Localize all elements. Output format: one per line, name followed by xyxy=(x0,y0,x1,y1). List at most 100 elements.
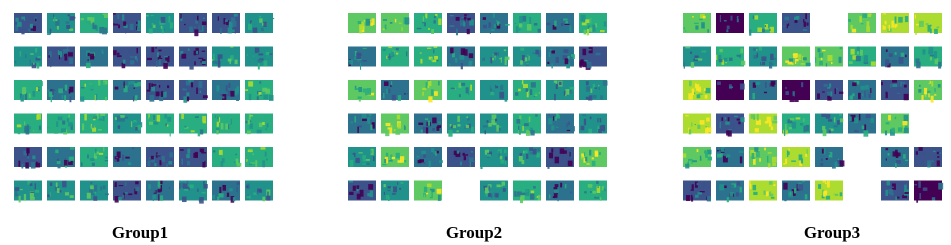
feature-map xyxy=(782,180,810,202)
feature-map xyxy=(914,147,942,168)
feature-map xyxy=(113,147,141,167)
feature-map xyxy=(683,13,711,33)
feature-map xyxy=(881,46,909,68)
feature-map xyxy=(881,13,909,33)
feature-map xyxy=(47,180,75,201)
feature-map xyxy=(146,46,174,69)
feature-map xyxy=(146,113,174,137)
feature-maps xyxy=(14,13,944,204)
feature-map xyxy=(381,46,409,67)
feature-map xyxy=(815,46,843,67)
feature-map xyxy=(848,113,876,137)
feature-map xyxy=(513,113,541,136)
feature-map xyxy=(716,147,744,167)
feature-map xyxy=(782,13,810,33)
feature-map xyxy=(179,180,208,204)
feature-map xyxy=(546,180,574,202)
feature-map xyxy=(348,180,376,201)
feature-map xyxy=(348,80,376,102)
feature-map xyxy=(80,80,108,102)
feature-map xyxy=(579,80,608,101)
feature-map xyxy=(579,46,607,70)
feature-map xyxy=(113,46,141,69)
feature-map xyxy=(782,46,811,67)
feature-map xyxy=(579,180,607,201)
feature-map xyxy=(146,147,174,168)
feature-map xyxy=(245,147,273,168)
feature-map xyxy=(546,80,575,101)
feature-map xyxy=(683,46,711,69)
feature-map xyxy=(381,80,409,101)
feature-map xyxy=(881,80,909,101)
feature-map xyxy=(513,80,541,100)
feature-map xyxy=(14,46,42,69)
feature-map xyxy=(716,113,745,137)
feature-map xyxy=(683,80,711,100)
feature-map xyxy=(579,147,607,167)
feature-map xyxy=(815,180,843,201)
feature-map xyxy=(749,147,777,168)
feature-map xyxy=(414,13,442,34)
feature-map xyxy=(113,80,141,102)
feature-map xyxy=(447,113,475,137)
feature-map xyxy=(815,80,844,101)
feature-map xyxy=(447,80,475,100)
feature-map xyxy=(815,113,844,137)
feature-map xyxy=(381,147,409,167)
feature-map xyxy=(881,147,909,168)
feature-map xyxy=(146,13,174,34)
feature-map xyxy=(179,80,208,103)
feature-map xyxy=(245,46,273,70)
feature-map xyxy=(480,113,508,135)
feature-map xyxy=(914,80,942,103)
feature-map xyxy=(782,113,810,137)
feature-map xyxy=(47,80,75,103)
feature-map xyxy=(716,80,745,101)
feature-map xyxy=(480,13,510,34)
feature-map xyxy=(513,46,542,67)
feature-map xyxy=(80,180,109,201)
feature-map xyxy=(848,46,876,67)
feature-map xyxy=(546,113,575,134)
feature-map xyxy=(113,113,143,134)
feature-map xyxy=(212,80,240,101)
feature-map xyxy=(414,80,442,103)
feature-map xyxy=(80,13,109,35)
feature-map xyxy=(480,80,508,102)
feature-map xyxy=(348,113,376,134)
feature-map xyxy=(749,80,777,100)
feature-map xyxy=(381,113,409,137)
feature-map xyxy=(146,180,174,202)
feature-map xyxy=(348,13,376,34)
feature-map xyxy=(348,147,376,167)
feature-map xyxy=(546,13,574,33)
feature-map xyxy=(47,113,75,135)
feature-map xyxy=(245,13,275,33)
feature-map xyxy=(881,180,910,201)
feature-map xyxy=(914,13,942,35)
feature-map xyxy=(546,46,575,69)
feature-map xyxy=(245,80,274,101)
feature-map xyxy=(749,46,777,69)
feature-map xyxy=(513,147,541,167)
feature-map xyxy=(212,180,240,203)
feature-map xyxy=(782,147,810,167)
feature-map xyxy=(480,180,508,201)
feature-map xyxy=(113,13,141,34)
group-label: Group3 xyxy=(804,223,860,242)
feature-map xyxy=(716,46,746,67)
feature-map xyxy=(579,113,607,134)
feature-map xyxy=(683,147,713,169)
feature-map xyxy=(782,80,810,103)
feature-map xyxy=(447,13,475,36)
feature-map xyxy=(212,147,242,167)
feature-map xyxy=(14,180,42,203)
feature-map xyxy=(414,147,443,168)
feature-map xyxy=(414,113,442,134)
feature-map xyxy=(14,80,43,102)
feature-map xyxy=(80,113,108,134)
feature-map xyxy=(212,46,240,68)
feature-map xyxy=(579,13,607,36)
feature-map xyxy=(47,147,75,169)
